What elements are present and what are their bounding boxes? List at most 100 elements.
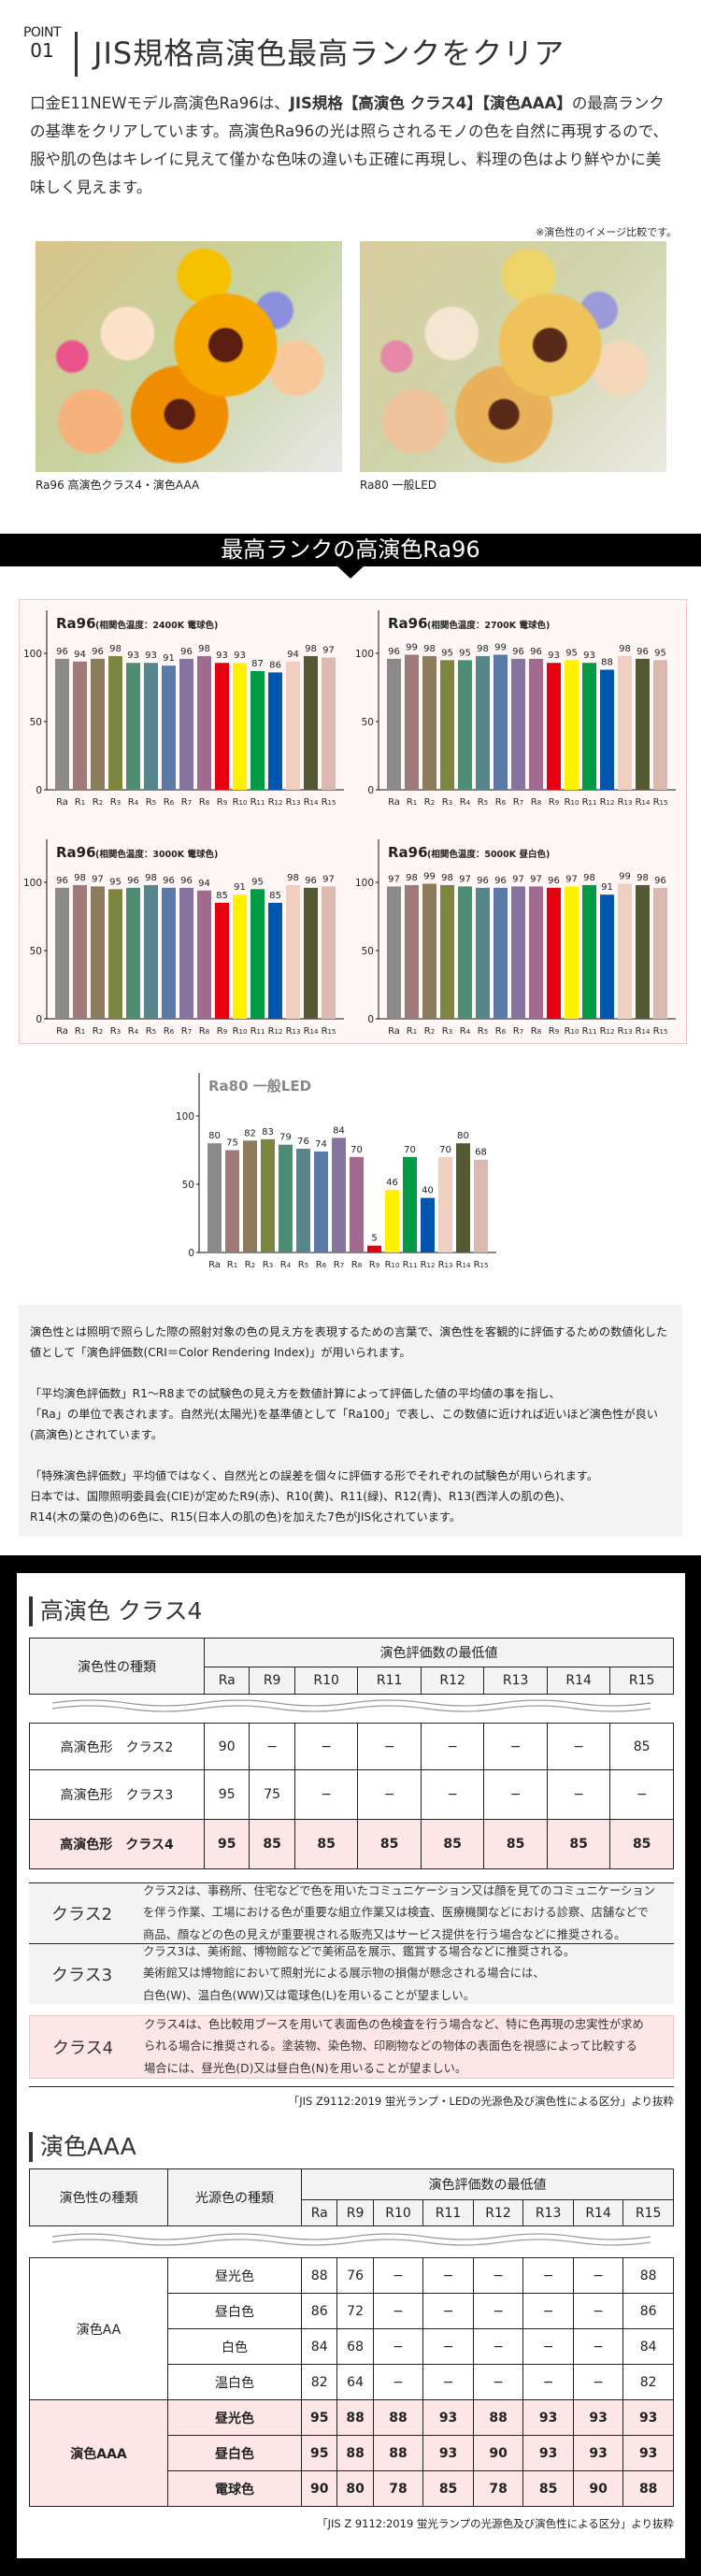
- bar-value-label: 98: [619, 644, 631, 654]
- category-label: R2: [93, 797, 103, 808]
- bar-value-label: 96: [494, 876, 507, 886]
- bar-value-label: 98: [287, 873, 299, 883]
- category-label: Ra: [56, 1026, 68, 1037]
- col-ra: Ra: [300, 2199, 338, 2226]
- category-label: R3: [442, 797, 452, 808]
- cell-value: −: [422, 2328, 474, 2365]
- class-description-row: クラス2 クラス2は、事務所、住宅などで色を用いたコミュニケーション又は顔を見ての…: [29, 1882, 674, 1943]
- category-label: R11: [582, 1026, 597, 1037]
- category-label: R11: [250, 1026, 265, 1037]
- bar-value-label: 68: [475, 1148, 487, 1158]
- cell-value: −: [372, 2328, 424, 2365]
- bar-value-label: 98: [423, 644, 436, 654]
- col-light: 光源色の種類: [167, 2168, 302, 2226]
- y-tick-label: 100: [355, 878, 374, 889]
- bar-ra: [207, 1143, 222, 1252]
- class-source-note: 「JIS Z9112:2019 蛍光ランプ・LEDの光源色及び演色性による区分」…: [288, 2095, 674, 2108]
- category-label: Ra: [208, 1260, 221, 1270]
- category-label: R14: [636, 1026, 651, 1037]
- category-label: R14: [636, 797, 651, 808]
- bar-value-label: 87: [251, 659, 264, 669]
- bar-r3: [440, 884, 454, 1019]
- bar-r3: [108, 889, 122, 1019]
- bar-r14: [456, 1143, 470, 1252]
- bar-value-label: 94: [74, 650, 86, 660]
- col-r9: R9: [249, 1667, 295, 1695]
- bar-value-label: 99: [423, 871, 436, 881]
- bar-r8: [529, 886, 543, 1019]
- bar-r14: [636, 658, 650, 790]
- bar-value-label: 98: [637, 873, 649, 883]
- col-r11: R11: [357, 1667, 422, 1695]
- bar-value-label: 84: [333, 1125, 345, 1136]
- class-label: クラス2: [51, 1905, 113, 1925]
- cell-value: 85: [609, 1723, 674, 1770]
- bar-value-label: 97: [459, 874, 471, 884]
- category-label: R14: [456, 1260, 471, 1270]
- caption-ra96: Ra96 高演色クラス4・演色AAA: [36, 479, 200, 492]
- category-label: R15: [653, 1026, 668, 1037]
- bar-value-label: 95: [459, 648, 471, 658]
- category-label: R12: [421, 1260, 436, 1270]
- category-label: R8: [199, 797, 209, 808]
- bar-r12: [268, 672, 282, 790]
- cell-value: −: [422, 2293, 474, 2329]
- bar-value-label: 93: [127, 651, 139, 661]
- category-label: R2: [424, 1026, 435, 1037]
- bar-value-label: 98: [477, 644, 489, 654]
- bar-value-label: 98: [305, 644, 317, 654]
- table-row: 昼白色 86 72− − − − −86: [30, 2293, 674, 2329]
- bar-r11: [582, 663, 596, 790]
- y-tick-label: 100: [23, 878, 42, 889]
- cell-value: 85: [422, 2470, 474, 2507]
- col-r14: R14: [546, 1667, 611, 1695]
- category-label: R9: [217, 797, 227, 808]
- cell-value: 82: [622, 2364, 674, 2400]
- bar-value-label: 74: [315, 1139, 327, 1150]
- bar-r10: [565, 660, 579, 790]
- table-row: 高演色形 クラス2 90− − − − − −85: [29, 1723, 674, 1770]
- cell-value: 88: [622, 2257, 674, 2294]
- row-label: 高演色形 クラス3: [29, 1769, 205, 1820]
- bar-value-label: 93: [583, 651, 595, 661]
- cell-value: −: [420, 1769, 485, 1820]
- table-row: 温白色 82 64− − − − −82: [30, 2364, 674, 2400]
- bar-r15: [653, 887, 667, 1019]
- bar-r2: [422, 655, 436, 790]
- category-label: R5: [478, 1026, 488, 1037]
- class-text: クラス4は、色比較用ブースを用いて表面色の色検査を行う場合など、特に色再現の忠実…: [144, 2017, 644, 2075]
- bar-value-label: 46: [386, 1178, 398, 1188]
- bar-r12: [268, 902, 282, 1019]
- class-description-row: クラス4 クラス4は、色比較用ブースを用いて表面色の色検査を行う場合など、特に色再…: [29, 2015, 674, 2079]
- category-label: Ra: [388, 797, 400, 808]
- category-label: R13: [618, 1026, 633, 1037]
- title-divider: [75, 32, 78, 77]
- cell-value: 88: [300, 2257, 338, 2294]
- bar-ra: [387, 886, 401, 1019]
- bar-r11: [250, 889, 265, 1019]
- bar-value-label: 96: [56, 647, 68, 657]
- cell-value: −: [546, 1723, 611, 1770]
- category-label: R9: [369, 1260, 379, 1270]
- table-row: 演色AAA 昼光色 95 88 88 93 88 93 93 93: [29, 2399, 674, 2507]
- cell-value: 93: [572, 2435, 624, 2471]
- bar-r15: [322, 886, 336, 1019]
- cell-value: 85: [483, 1819, 548, 1869]
- bar-value-label: 40: [422, 1186, 434, 1196]
- bar-r1: [73, 884, 87, 1019]
- table-row: 高演色形 クラス4 95 85 85 85 85 85 85 85: [29, 1819, 674, 1869]
- cell-value: 78: [372, 2470, 424, 2507]
- intro-bold: JIS規格【高演色 クラス4】【演色AAA】: [289, 94, 572, 112]
- chart-subtitle: (相関色温度：5000K 昼白色): [427, 849, 550, 860]
- bar-value-label: 99: [619, 871, 631, 881]
- bar-r4: [126, 887, 140, 1019]
- aaa-table: 演色性の種類 光源色の種類 演色評価数の最低値 Ra R9 R10 R11 R12 R13 R1…: [29, 2168, 674, 2507]
- category-label: R15: [653, 797, 668, 808]
- chart-subtitle: (相関色温度：2400K 電球色): [95, 620, 218, 631]
- row-label: 高演色形 クラス2: [29, 1723, 205, 1770]
- cell-value: −: [572, 2364, 624, 2400]
- y-tick-label: 100: [355, 649, 374, 660]
- cell-value: −: [546, 1769, 611, 1820]
- bar-r4: [126, 663, 140, 790]
- category-label: R12: [268, 1026, 283, 1037]
